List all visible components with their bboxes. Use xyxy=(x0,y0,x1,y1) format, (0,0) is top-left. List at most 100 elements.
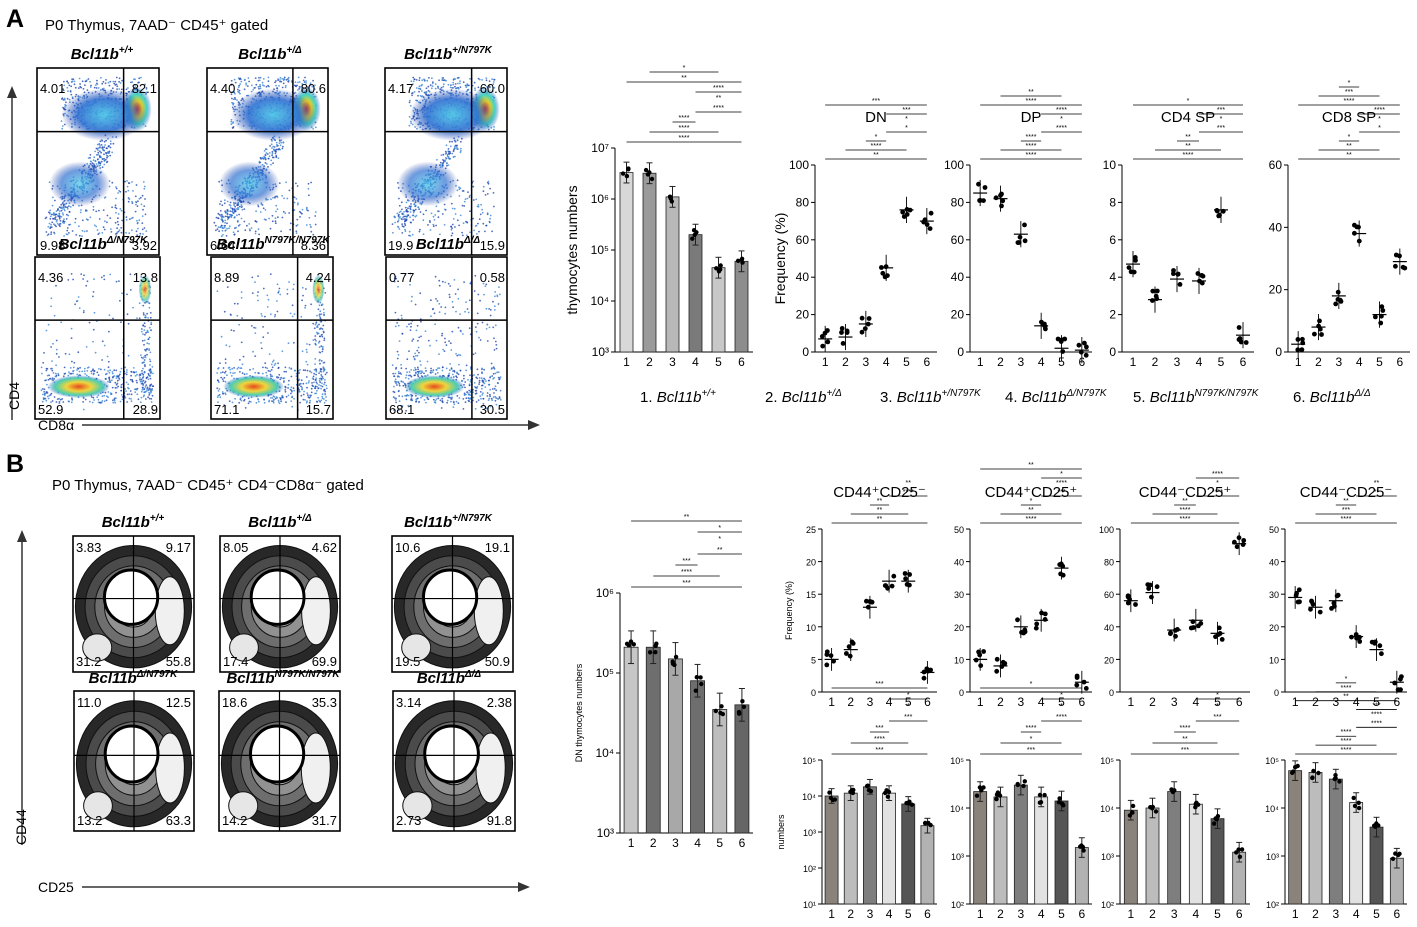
event-dot xyxy=(111,386,114,389)
event-dot xyxy=(238,323,241,326)
event-dot xyxy=(64,206,67,208)
event-dot xyxy=(417,206,419,209)
event-dot xyxy=(320,387,322,390)
event-dot xyxy=(146,342,149,345)
event-dot xyxy=(472,396,475,399)
event-dot xyxy=(452,306,454,309)
event-dot xyxy=(444,337,446,340)
event-dot xyxy=(456,144,458,147)
event-dot xyxy=(411,214,414,217)
event-dot xyxy=(101,340,104,343)
event-dot xyxy=(141,228,144,231)
event-dot xyxy=(65,233,68,236)
event-dot xyxy=(223,372,226,374)
genotype-label: Bcl11b+/N797K xyxy=(404,513,493,531)
event-dot xyxy=(57,372,60,375)
event-dot xyxy=(103,344,106,347)
event-dot xyxy=(81,219,84,222)
event-dot xyxy=(100,144,103,146)
event-dot xyxy=(486,395,489,397)
event-dot xyxy=(394,378,397,381)
event-dot xyxy=(97,233,100,236)
data-point xyxy=(982,185,988,190)
event-dot xyxy=(109,369,111,372)
event-dot xyxy=(460,150,462,152)
event-dot xyxy=(398,340,401,342)
event-dot xyxy=(475,330,478,333)
event-dot xyxy=(255,401,258,404)
event-dot xyxy=(264,366,267,369)
event-dot xyxy=(234,227,236,230)
event-dot xyxy=(143,227,146,229)
event-dot xyxy=(449,369,451,372)
event-dot xyxy=(418,85,421,88)
event-dot xyxy=(276,145,278,148)
quadrant-lower-right: 91.8 xyxy=(487,813,512,828)
event-dot xyxy=(271,154,273,157)
event-dot xyxy=(495,347,498,350)
event-dot xyxy=(275,210,277,213)
quadrant-lower-left: 6.64 xyxy=(210,238,235,253)
event-dot xyxy=(41,372,43,375)
event-dot xyxy=(291,395,294,398)
event-dot xyxy=(409,104,412,107)
event-dot xyxy=(493,367,495,370)
event-dot xyxy=(455,400,458,403)
event-dot xyxy=(308,396,311,399)
event-dot xyxy=(493,205,495,208)
event-dot xyxy=(309,370,311,373)
event-dot xyxy=(99,140,102,143)
event-dot xyxy=(280,376,283,379)
event-dot xyxy=(259,76,262,79)
quadrant-upper-left: 11.0 xyxy=(77,695,101,710)
panel-a-title: P0 Thymus, 7AAD⁻ CD45⁺ gated xyxy=(45,17,268,34)
event-dot xyxy=(219,396,222,399)
event-dot xyxy=(113,399,116,402)
event-dot xyxy=(97,153,100,156)
event-dot xyxy=(221,218,224,221)
quadrant-lower-right: 15.9 xyxy=(480,238,505,253)
event-dot xyxy=(269,273,272,275)
event-dot xyxy=(487,182,490,185)
event-dot xyxy=(230,84,233,86)
event-dot xyxy=(135,379,138,382)
event-dot xyxy=(478,377,481,379)
event-dot xyxy=(490,397,493,400)
event-dot xyxy=(488,85,491,88)
x-tick-label: 1 xyxy=(1130,355,1137,369)
event-dot xyxy=(68,353,71,356)
event-dot xyxy=(291,304,294,307)
event-dot xyxy=(452,87,455,89)
event-dot xyxy=(87,157,90,159)
event-dot xyxy=(479,213,482,216)
contour-peak xyxy=(155,732,185,804)
x-tick-label: 3 xyxy=(1174,355,1181,369)
event-dot xyxy=(306,343,308,345)
event-dot xyxy=(121,219,123,222)
event-dot xyxy=(444,281,447,284)
event-dot xyxy=(477,293,480,296)
event-dot xyxy=(324,390,327,393)
event-dot xyxy=(422,233,425,236)
event-dot xyxy=(397,370,400,373)
event-dot xyxy=(489,393,491,396)
event-dot xyxy=(310,394,312,397)
event-dot xyxy=(492,396,495,399)
event-dot xyxy=(478,383,480,385)
event-dot xyxy=(138,374,141,377)
event-dot xyxy=(104,220,106,223)
event-dot xyxy=(468,383,471,386)
event-dot xyxy=(241,317,244,319)
event-dot xyxy=(448,296,451,299)
event-dot xyxy=(142,333,144,335)
event-dot xyxy=(322,324,325,327)
event-dot xyxy=(320,379,323,381)
event-dot xyxy=(280,141,283,144)
event-dot xyxy=(254,220,257,222)
event-dot xyxy=(301,350,304,353)
data-point xyxy=(901,214,907,220)
quadrant-upper-left: 8.89 xyxy=(214,270,239,285)
event-dot xyxy=(298,378,301,381)
event-dot xyxy=(238,223,241,226)
